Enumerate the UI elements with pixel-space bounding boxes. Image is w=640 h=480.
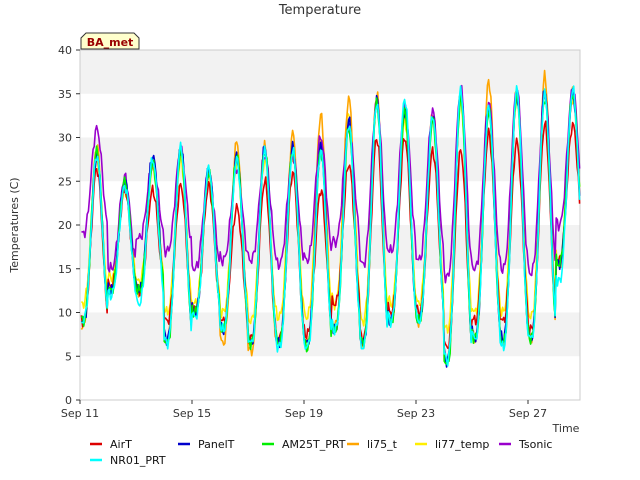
legend-label: li77_temp [435, 438, 489, 451]
legend-label: AM25T_PRT [282, 438, 346, 451]
y-tick-label: 0 [65, 394, 72, 407]
legend: AirT PanelT AM25T_PRT li75_t li77_temp Tsonic… [90, 438, 552, 467]
y-tick-label: 30 [58, 132, 72, 145]
y-tick-label: 5 [65, 350, 72, 363]
x-tick-label: Sep 27 [509, 407, 547, 420]
series-line-nr01-prt [81, 85, 581, 367]
y-tick-label: 25 [58, 175, 72, 188]
series-line-tsonic [81, 84, 581, 284]
legend-label: NR01_PRT [110, 454, 166, 467]
y-tick-label: 35 [58, 88, 72, 101]
x-axis-label: Time [552, 422, 580, 435]
x-tick-label: Sep 23 [397, 407, 435, 420]
y-tick-label: 15 [58, 263, 72, 276]
legend-label: AirT [110, 438, 132, 451]
series-layer [80, 69, 581, 368]
y-tick-label: 40 [58, 44, 72, 57]
legend-label: PanelT [198, 438, 235, 451]
x-tick-label: Sep 15 [173, 407, 211, 420]
legend-label: li75_t [367, 438, 398, 451]
y-tick-label: 10 [58, 307, 72, 320]
x-axis-ticks: Sep 11 Sep 15 Sep 19 Sep 23 Sep 27 [61, 400, 547, 420]
grid-band [80, 50, 580, 94]
x-tick-label: Sep 19 [285, 407, 323, 420]
y-axis-ticks: 0 5 10 15 20 25 30 35 40 [58, 44, 80, 407]
y-tick-label: 20 [58, 219, 72, 232]
chart-title: Temperature [278, 3, 361, 18]
badge-label: BA_met [87, 36, 134, 49]
x-tick-label: Sep 11 [61, 407, 99, 420]
site-badge: BA_met [80, 32, 140, 50]
grid-band [80, 137, 580, 182]
badge-box [80, 32, 140, 50]
legend-label: Tsonic [518, 438, 552, 451]
y-axis-label: Temperatures (C) [8, 177, 21, 273]
